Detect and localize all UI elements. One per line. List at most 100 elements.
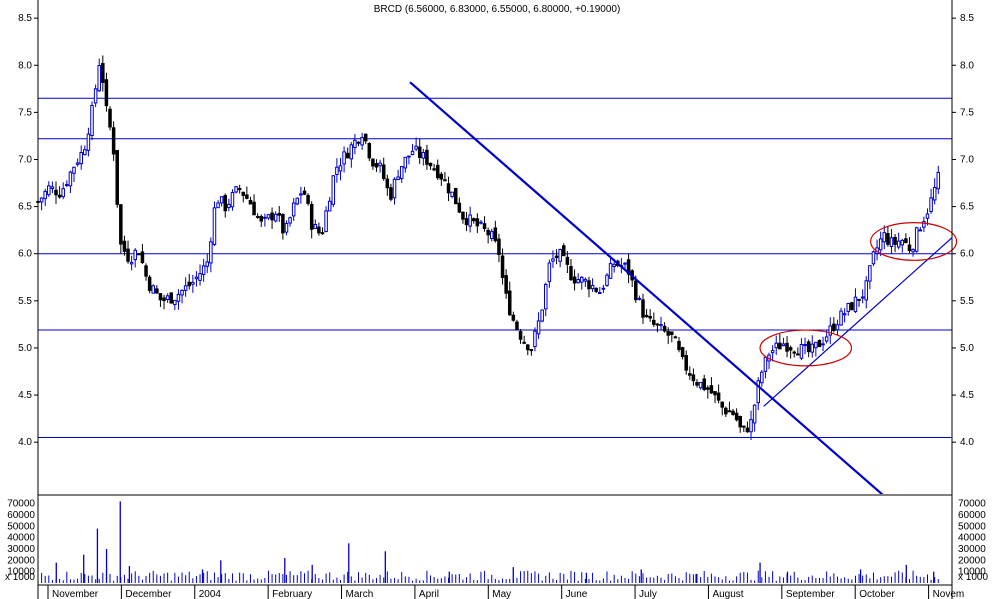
candle-body [198, 273, 202, 281]
candle-body [572, 276, 577, 284]
price-tick-label-right: 5.5 [960, 296, 974, 307]
candle-body [86, 133, 91, 151]
candle-body [237, 188, 242, 191]
downtrend-line [409, 81, 884, 494]
candle-body [39, 197, 44, 203]
price-tick-label-left: 5.0 [18, 343, 32, 354]
candle-body [893, 236, 897, 245]
candle-body [356, 141, 361, 144]
candle-body [284, 223, 289, 233]
candle-body [702, 378, 706, 391]
candle-body [745, 427, 750, 433]
candle-body [489, 231, 494, 240]
candle-body [263, 216, 267, 219]
candle-body [554, 255, 559, 259]
candle-body [684, 355, 688, 371]
candle-body [111, 127, 116, 155]
volume-tick-label-left: 20000 [7, 555, 35, 566]
candle-body [75, 162, 80, 165]
month-label: December [125, 589, 172, 599]
volume-tick-label-left: 60000 [7, 510, 35, 521]
candle-body [201, 265, 206, 275]
candle-body [435, 164, 440, 179]
candle-body [857, 298, 861, 301]
volume-tick-label-right: 10000 [958, 567, 986, 578]
candle-body [601, 287, 606, 290]
candle-body [209, 241, 213, 264]
candle-body [50, 186, 55, 189]
candle-body [180, 289, 184, 296]
highlight-ellipse [870, 222, 958, 261]
candle-body [389, 187, 393, 200]
candle-body [396, 176, 400, 181]
candle-body [140, 251, 145, 264]
price-tick-label-right: 8.0 [960, 60, 974, 71]
candle-body [583, 278, 588, 282]
candle-body [832, 323, 836, 331]
candle-body [115, 150, 119, 205]
candle-body [93, 88, 98, 104]
candle-body [900, 239, 905, 246]
candle-body [122, 240, 127, 252]
candle-body [101, 63, 105, 83]
candle-body [666, 331, 670, 336]
candle-body [637, 297, 642, 300]
candle-body [562, 245, 566, 257]
candle-body [576, 279, 580, 284]
candle-body [126, 248, 130, 262]
candle-body [821, 343, 825, 346]
candle-body [770, 350, 775, 354]
month-label: July [639, 589, 657, 599]
candle-body [299, 193, 303, 196]
price-tick-label-left: 5.5 [18, 296, 32, 307]
candle-body [580, 276, 584, 283]
price-tick-label-left: 8.0 [18, 60, 32, 71]
candle-body [227, 203, 231, 209]
candle-body [309, 203, 314, 230]
candle-body [529, 349, 534, 352]
candle-body [108, 108, 112, 128]
candle-body [421, 151, 426, 159]
candle-body [677, 340, 681, 351]
candle-body [335, 166, 339, 175]
candle-body [612, 263, 616, 267]
candle-body [248, 199, 253, 205]
price-tick-label-left: 7.0 [18, 154, 32, 165]
candle-body [911, 249, 915, 253]
volume-tick-label-right: 40000 [958, 533, 986, 544]
candle-body [522, 341, 526, 344]
candle-body [471, 218, 476, 222]
candle-body [558, 248, 562, 262]
candle-body [659, 324, 663, 327]
candle-body [695, 382, 699, 386]
candle-body [432, 168, 436, 171]
candle-body [644, 314, 649, 318]
candle-body [461, 211, 465, 220]
candle-body [756, 380, 760, 404]
candle-body [137, 253, 141, 256]
candle-body [868, 265, 872, 282]
candle-body [688, 373, 692, 376]
candle-body [565, 256, 570, 265]
candle-body [457, 202, 462, 213]
candle-body [925, 213, 930, 219]
candle-body [486, 229, 490, 236]
candle-body [878, 238, 883, 251]
price-tick-label-left: 7.5 [18, 107, 32, 118]
candle-body [313, 223, 318, 229]
candle-body [187, 281, 192, 287]
candle-body [853, 296, 858, 313]
candle-body [327, 200, 332, 212]
month-label: May [492, 589, 511, 599]
candle-body [68, 171, 73, 187]
volume-tick-label-left: 30000 [7, 544, 35, 555]
price-tick-label-right: 5.0 [960, 343, 974, 354]
candle-body [590, 285, 595, 290]
candle-body [234, 186, 238, 193]
candle-body [446, 183, 451, 194]
candle-body [864, 280, 869, 301]
candle-body [738, 415, 742, 428]
month-label: June [566, 589, 588, 599]
